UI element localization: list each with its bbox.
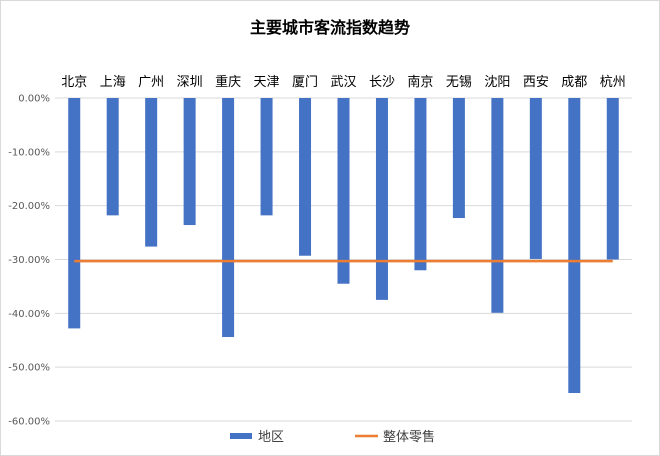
- y-tick-label: 0.00%: [18, 94, 50, 105]
- y-tick-label: -50.00%: [8, 363, 50, 374]
- bar: [145, 98, 158, 247]
- chart-title: 主要城市客流指数趋势: [250, 18, 410, 37]
- category-label: 重庆: [215, 74, 241, 90]
- category-label: 无锡: [446, 75, 472, 90]
- category-label: 沈阳: [484, 75, 510, 90]
- y-tick-label: -60.00%: [8, 417, 50, 428]
- bar: [568, 98, 581, 394]
- category-labels: 北京 上海 广州 深圳 重庆 天津 厦门 武汉 长沙 南京 无锡 沈阳 西安 成都 杭州: [61, 74, 626, 90]
- bar: [106, 98, 119, 216]
- bar: [375, 98, 388, 300]
- category-label: 上海: [100, 75, 126, 90]
- category-label: 深圳: [177, 75, 203, 90]
- category-label: 厦门: [292, 75, 318, 90]
- bar: [452, 98, 465, 219]
- bar: [414, 98, 427, 271]
- bar: [529, 98, 542, 259]
- bar: [222, 98, 235, 338]
- y-tick-label: -20.00%: [8, 201, 50, 212]
- category-label: 北京: [61, 75, 87, 90]
- bar: [260, 98, 273, 216]
- category-label: 天津: [254, 75, 280, 90]
- bar: [299, 98, 312, 256]
- legend-swatch-bar: [230, 433, 252, 439]
- category-label: 武汉: [330, 75, 356, 90]
- category-label: 成都: [561, 75, 587, 90]
- category-label: 杭州: [600, 75, 626, 90]
- category-label: 南京: [407, 74, 433, 90]
- y-tick-label: -40.00%: [8, 309, 50, 320]
- bar: [337, 98, 350, 284]
- bar: [183, 98, 196, 226]
- category-label: 西安: [523, 75, 549, 90]
- y-tick-label: -30.00%: [8, 255, 50, 266]
- y-tick-label: -10.00%: [8, 147, 50, 158]
- bars: [68, 98, 619, 394]
- legend-label-bar: 地区: [258, 430, 284, 445]
- category-label: 长沙: [369, 75, 395, 90]
- legend-label-line: 整体零售: [383, 429, 435, 445]
- legend: 地区 整体零售: [230, 429, 435, 445]
- bar: [606, 98, 619, 260]
- bar: [491, 98, 504, 313]
- y-axis-ticks: 0.00% -10.00% -20.00% -30.00% -40.00% -50.00%…: [8, 94, 50, 428]
- category-label: 广州: [138, 75, 164, 90]
- bar: [68, 98, 81, 329]
